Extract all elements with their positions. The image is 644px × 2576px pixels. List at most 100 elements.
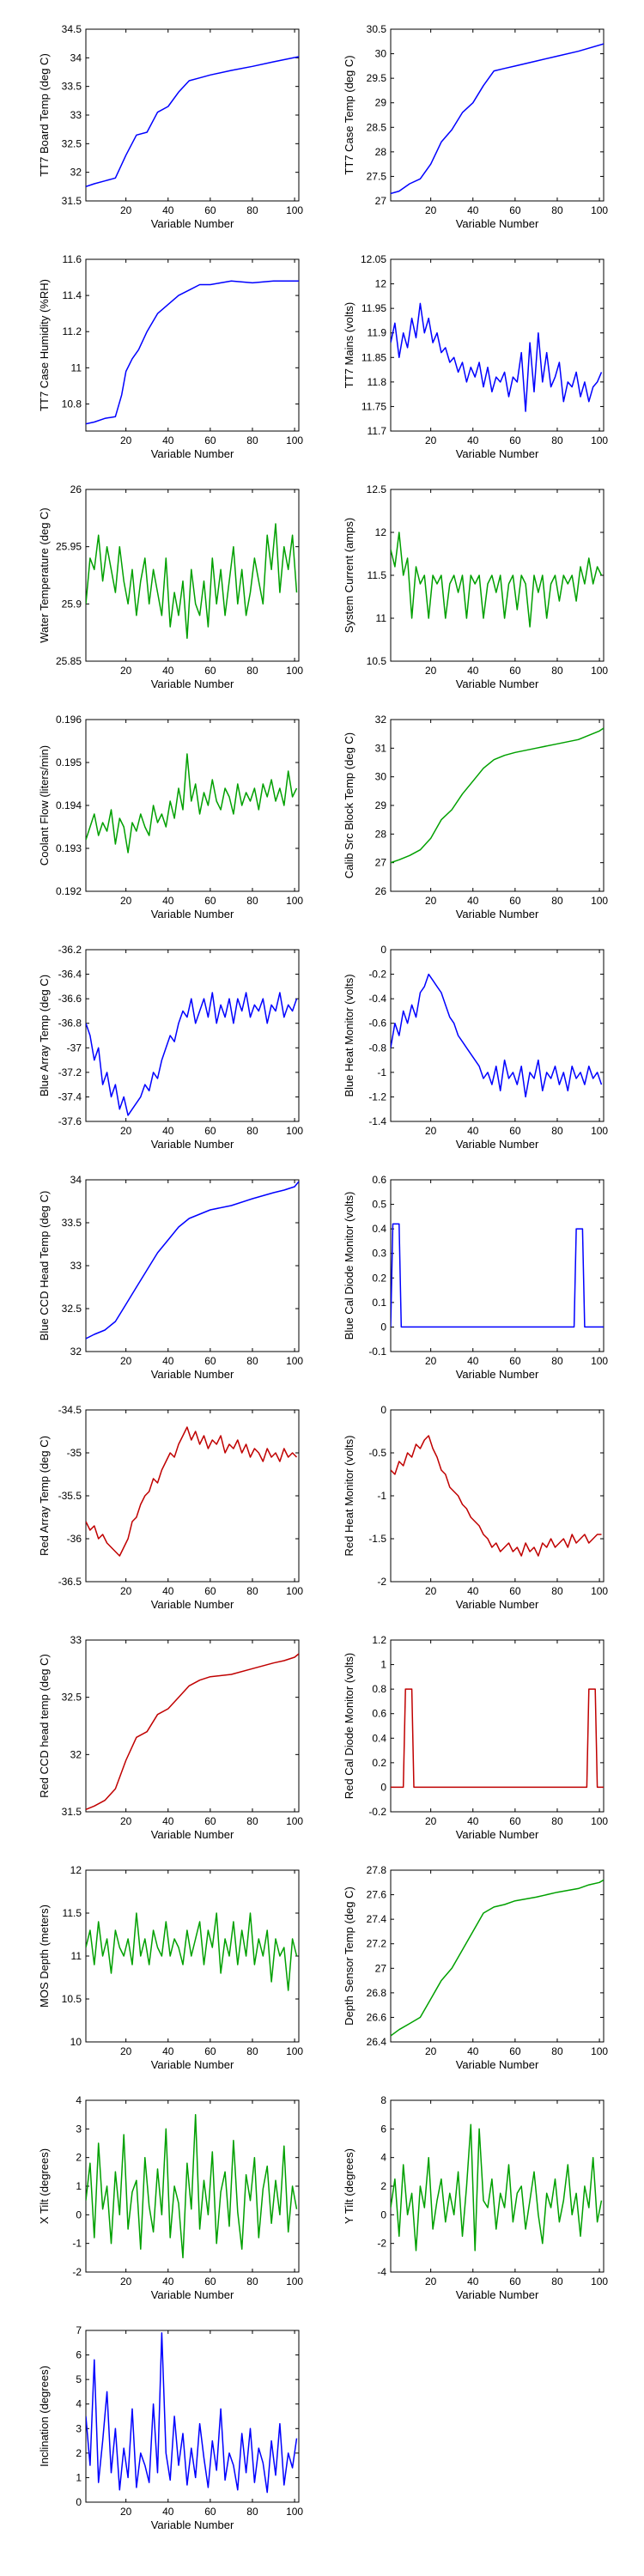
x-tick-label: 60 bbox=[509, 2275, 521, 2287]
y-tick-label: 10 bbox=[70, 2036, 82, 2048]
x-tick-label: 100 bbox=[591, 1355, 608, 1367]
y-tick-label: 10.8 bbox=[62, 398, 82, 410]
y-tick-label: 28.5 bbox=[367, 121, 387, 133]
x-tick-label: 60 bbox=[509, 1125, 521, 1137]
chart-5: 20 40 60 80 100 25.85 25.9 25.95 26 Variable Numb… bbox=[38, 483, 303, 690]
y-axis-label: System Current (amps) bbox=[343, 518, 355, 633]
y-tick-label: 3 bbox=[76, 2123, 82, 2135]
chart-15: 20 40 60 80 100 31.5 32 32.5 33 Variable Number Re… bbox=[38, 1634, 303, 1841]
y-tick-label: 0.193 bbox=[56, 842, 82, 854]
chart-20: 20 40 60 80 100 -4 -2 0 2 4 6 8 Variable Number Y Til… bbox=[343, 2094, 608, 2301]
y-tick-label: -2 bbox=[377, 2238, 386, 2250]
x-tick-label: 20 bbox=[120, 895, 132, 907]
plot-area bbox=[85, 1639, 300, 1813]
x-tick-label: 20 bbox=[120, 2275, 132, 2287]
y-tick-label: 28 bbox=[375, 146, 387, 158]
y-tick-label: 10.5 bbox=[62, 1993, 82, 2005]
x-tick-label: 40 bbox=[162, 1585, 174, 1597]
chart-17: 20 40 60 80 100 10 10.5 11 11.5 12 Variable Number… bbox=[38, 1864, 303, 2071]
x-tick-label: 20 bbox=[120, 1125, 132, 1137]
x-axis-label: Variable Number bbox=[456, 1368, 539, 1381]
y-tick-label: 0.192 bbox=[56, 885, 82, 897]
x-tick-label: 100 bbox=[591, 2275, 608, 2287]
x-tick-label: 60 bbox=[204, 2275, 216, 2287]
chart-21: 20 40 60 80 100 0 1 2 3 4 5 6 7 Variable Number Inclin… bbox=[38, 2324, 303, 2531]
plot-area bbox=[390, 949, 605, 1122]
x-tick-label: 40 bbox=[162, 2045, 174, 2057]
x-tick-label: 100 bbox=[286, 2045, 303, 2057]
chart-3: 20 40 60 80 100 10.8 11 11.2 11.4 11.6 Variable Nu… bbox=[38, 253, 303, 460]
x-tick-label: 60 bbox=[509, 434, 521, 447]
series-line bbox=[86, 2113, 298, 2259]
x-tick-label: 80 bbox=[551, 2045, 563, 2057]
x-tick-label: 20 bbox=[425, 1585, 437, 1597]
y-tick-label: 26 bbox=[70, 483, 82, 495]
plot-area bbox=[85, 1409, 300, 1583]
y-axis-label: Blue CCD Head Temp (deg C) bbox=[38, 1191, 51, 1341]
y-axis-label: Red Cal Diode Monitor (volts) bbox=[343, 1653, 355, 1800]
x-axis-label: Variable Number bbox=[151, 1368, 234, 1381]
x-tick-label: 60 bbox=[204, 1125, 216, 1137]
series-line bbox=[391, 727, 604, 864]
x-tick-label: 40 bbox=[162, 665, 174, 677]
x-tick-label: 40 bbox=[162, 2506, 174, 2518]
series-line bbox=[391, 532, 603, 628]
series-line bbox=[86, 1653, 299, 1810]
y-tick-label: 26.4 bbox=[367, 2036, 387, 2048]
plot-area bbox=[390, 1179, 605, 1352]
x-tick-label: 40 bbox=[162, 1815, 174, 1827]
series-line bbox=[391, 973, 603, 1098]
x-axis-label: Variable Number bbox=[151, 447, 234, 460]
x-tick-label: 40 bbox=[467, 1585, 479, 1597]
x-tick-label: 60 bbox=[509, 2045, 521, 2057]
y-tick-label: 33 bbox=[70, 109, 82, 121]
y-tick-label: 11 bbox=[71, 361, 82, 374]
y-tick-label: -2 bbox=[377, 1576, 386, 1588]
y-tick-label: 11.9 bbox=[368, 327, 387, 339]
y-tick-label: 1 bbox=[76, 2471, 82, 2483]
y-tick-label: 4 bbox=[380, 2152, 386, 2164]
series-line bbox=[86, 56, 299, 188]
y-tick-label: 12 bbox=[375, 526, 387, 538]
y-tick-label: 26 bbox=[375, 885, 387, 897]
x-tick-label: 80 bbox=[246, 2045, 258, 2057]
x-tick-label: 80 bbox=[551, 1125, 563, 1137]
y-tick-label: 27 bbox=[375, 1962, 387, 1974]
series-line bbox=[86, 992, 298, 1116]
chart-11: 20 40 60 80 100 32 32.5 33 33.5 34 Variable Number… bbox=[38, 1174, 303, 1381]
x-tick-label: 100 bbox=[591, 1585, 608, 1597]
y-axis-label: Depth Sensor Temp (deg C) bbox=[343, 1886, 355, 2026]
y-tick-label: 11.8 bbox=[368, 376, 387, 388]
y-tick-label: 30 bbox=[375, 771, 387, 783]
y-tick-label: 11.2 bbox=[63, 325, 82, 337]
x-tick-label: 40 bbox=[162, 204, 174, 216]
x-tick-label: 60 bbox=[204, 895, 216, 907]
x-tick-label: 100 bbox=[286, 1585, 303, 1597]
y-axis-label: TT7 Mains (volts) bbox=[343, 302, 355, 388]
y-tick-label: 11.6 bbox=[63, 253, 82, 265]
y-axis-label: Blue Array Temp (deg C) bbox=[38, 975, 51, 1097]
chart-2: 20 40 60 80 100 27 27.5 28 28.5 29 29.5 30 30.5 Varia… bbox=[343, 23, 608, 230]
x-tick-label: 80 bbox=[246, 1815, 258, 1827]
x-tick-label: 60 bbox=[509, 1585, 521, 1597]
y-tick-label: 34 bbox=[70, 52, 82, 64]
y-tick-label: 5 bbox=[76, 2373, 82, 2385]
y-axis-label: Red Heat Monitor (volts) bbox=[343, 1436, 355, 1557]
y-tick-label: -1 bbox=[377, 1490, 386, 1502]
x-tick-label: 80 bbox=[246, 434, 258, 447]
plot-area bbox=[390, 28, 605, 202]
y-tick-label: 6 bbox=[76, 2349, 82, 2361]
x-tick-label: 100 bbox=[591, 1815, 608, 1827]
x-tick-label: 40 bbox=[467, 434, 479, 447]
x-tick-label: 60 bbox=[509, 1815, 521, 1827]
y-tick-label: 25.85 bbox=[56, 655, 82, 667]
x-tick-label: 80 bbox=[246, 204, 258, 216]
y-tick-label: 11.75 bbox=[361, 400, 386, 412]
y-tick-label: 11.95 bbox=[361, 302, 386, 314]
x-tick-label: 80 bbox=[551, 895, 563, 907]
x-tick-label: 80 bbox=[246, 895, 258, 907]
x-tick-label: 100 bbox=[591, 1125, 608, 1137]
y-tick-label: 27 bbox=[375, 195, 387, 207]
x-tick-label: 20 bbox=[120, 2045, 132, 2057]
